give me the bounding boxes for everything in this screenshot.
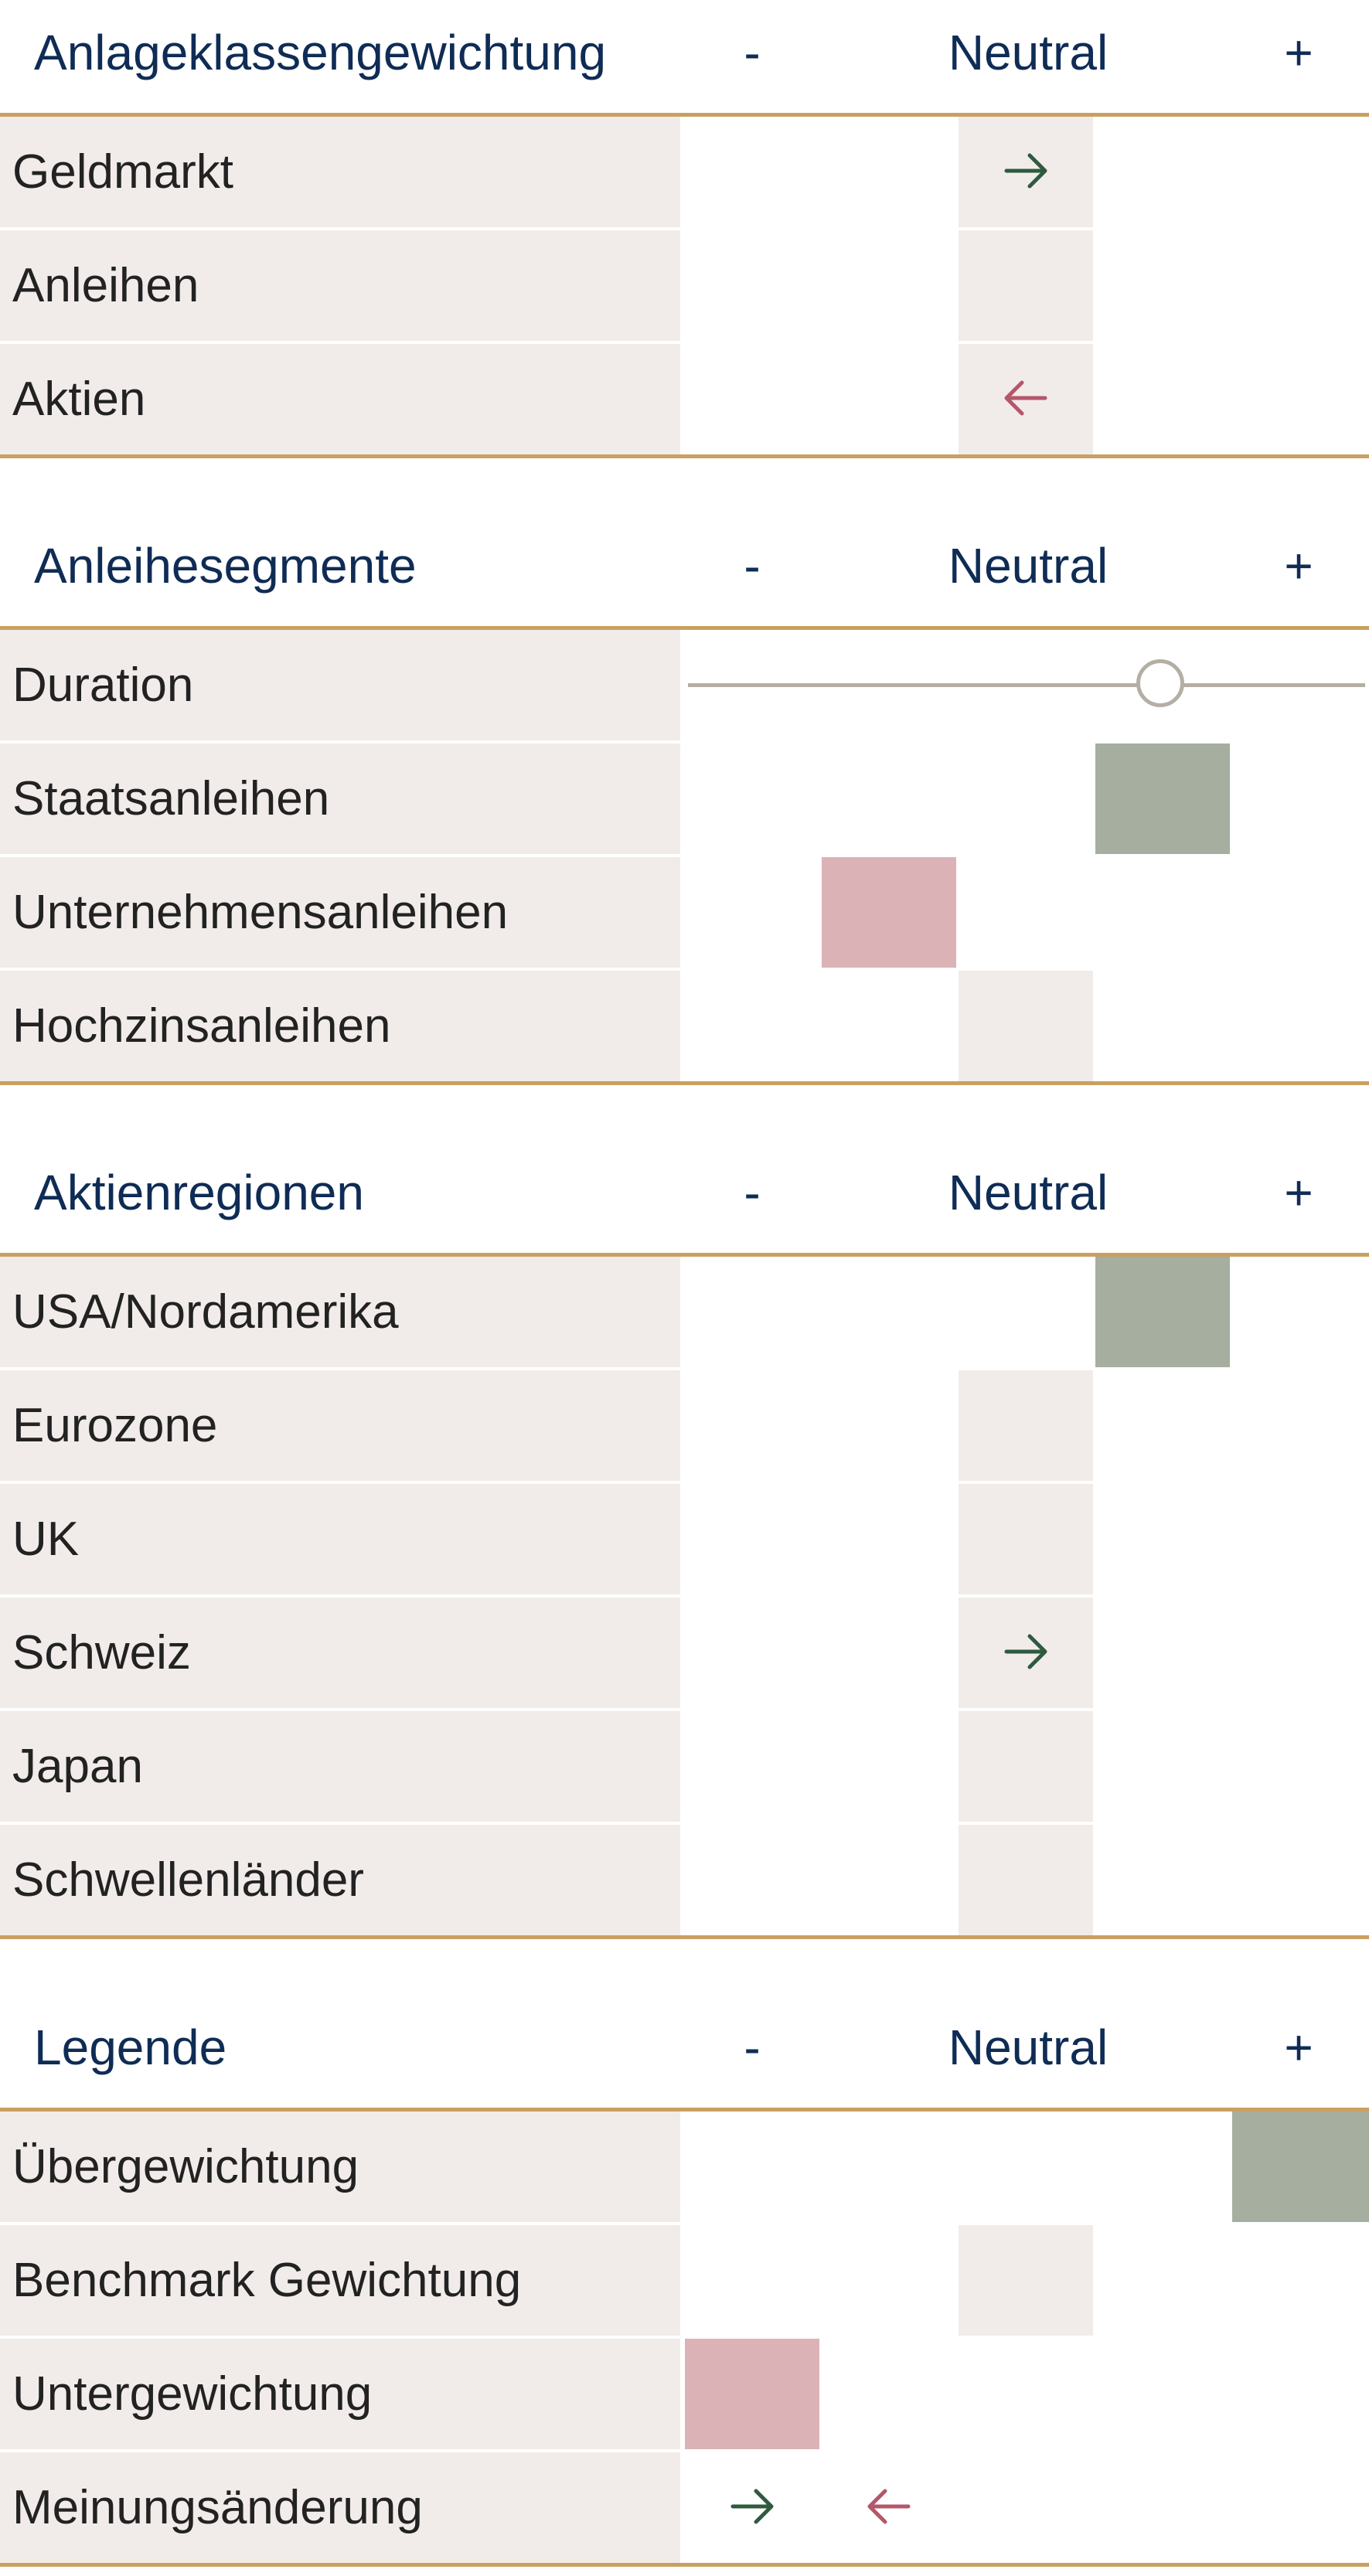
- table-row-duration: Duration: [0, 630, 1369, 744]
- row-label: Schwellenländer: [0, 1825, 680, 1935]
- section-title: Anlageklassengewichtung: [34, 25, 607, 80]
- divider: [0, 2563, 1369, 2567]
- section-title: Legende: [34, 2020, 227, 2075]
- table-row-aktien: Aktien: [0, 344, 1369, 458]
- minus-column-label: -: [744, 538, 761, 594]
- neutral-cell: [959, 971, 1093, 1081]
- table-row-schwellenlaender: Schwellenländer: [0, 1825, 1369, 1938]
- row-label: UK: [0, 1484, 680, 1594]
- section-title: Anleihesegmente: [34, 538, 417, 594]
- table-row-anleihen: Anleihen: [0, 230, 1369, 344]
- divider: [0, 626, 1369, 630]
- arrow-left-icon: [867, 2489, 911, 2524]
- table-row-meinungsaenderung: Meinungsänderung: [0, 2452, 1369, 2566]
- section-header: Anleihesegmente - Neutral +: [0, 513, 1369, 626]
- neutral-cell: [959, 1598, 1093, 1708]
- row-label: Aktien: [0, 344, 680, 454]
- underweight-cell: [822, 857, 956, 968]
- neutral-legend-cell: [959, 2225, 1093, 2336]
- neutral-cell: [959, 1825, 1093, 1935]
- divider: [0, 1935, 1369, 1939]
- table-row-schweiz: Schweiz: [0, 1598, 1369, 1711]
- overweight-cell: [1095, 1257, 1230, 1367]
- table-row-benchmark: Benchmark Gewichtung: [0, 2225, 1369, 2339]
- table-row-uebergewichtung: Übergewichtung: [0, 2112, 1369, 2225]
- table-row-eurozone: Eurozone: [0, 1370, 1369, 1484]
- row-label: Staatsanleihen: [0, 744, 680, 854]
- row-label: Unternehmensanleihen: [0, 857, 680, 968]
- arrow-legend-cell: [685, 2452, 819, 2563]
- divider: [0, 113, 1369, 117]
- neutral-cell: [959, 1370, 1093, 1481]
- minus-column-label: -: [744, 2020, 761, 2075]
- overweight-cell: [1095, 744, 1230, 854]
- arrow-right-icon: [730, 2489, 774, 2524]
- duration-slider-knob: [1136, 659, 1184, 707]
- table-row-staatsanleihen: Staatsanleihen: [0, 744, 1369, 857]
- row-label: Meinungsänderung: [0, 2452, 680, 2563]
- arrow-right-icon: [1004, 153, 1047, 189]
- row-label: Schweiz: [0, 1598, 680, 1708]
- neutral-cell: [959, 1484, 1093, 1594]
- row-label: Geldmarkt: [0, 117, 680, 227]
- neutral-column-label: Neutral: [948, 2020, 1108, 2075]
- section-title: Aktienregionen: [34, 1165, 364, 1220]
- row-label: Übergewichtung: [0, 2112, 680, 2222]
- overweight-legend-cell: [1232, 2112, 1369, 2222]
- neutral-column-label: Neutral: [948, 25, 1108, 80]
- row-label: Anleihen: [0, 230, 680, 341]
- arrow-legend-cell: [822, 2452, 956, 2563]
- row-label: USA/Nordamerika: [0, 1257, 680, 1367]
- section-header: Legende - Neutral +: [0, 1995, 1369, 2108]
- table-row-japan: Japan: [0, 1711, 1369, 1825]
- neutral-cell: [959, 1711, 1093, 1822]
- plus-column-label: +: [1284, 1165, 1313, 1220]
- minus-column-label: -: [744, 1165, 761, 1220]
- neutral-column-label: Neutral: [948, 1165, 1108, 1220]
- arrow-right-icon: [1004, 1634, 1047, 1669]
- table-row-uk: UK: [0, 1484, 1369, 1598]
- duration-slider-track: [688, 683, 1365, 687]
- divider: [0, 1253, 1369, 1257]
- neutral-cell: [959, 230, 1093, 341]
- divider: [0, 1081, 1369, 1085]
- plus-column-label: +: [1284, 538, 1313, 594]
- divider: [0, 2108, 1369, 2112]
- row-label: Eurozone: [0, 1370, 680, 1481]
- row-label: Benchmark Gewichtung: [0, 2225, 680, 2336]
- row-label: Hochzinsanleihen: [0, 971, 680, 1081]
- neutral-cell: [959, 344, 1093, 454]
- divider: [0, 454, 1369, 458]
- table-row-geldmarkt: Geldmarkt: [0, 117, 1369, 230]
- section-header: Aktienregionen - Neutral +: [0, 1140, 1369, 1253]
- arrow-left-icon: [1004, 380, 1047, 416]
- row-label: Untergewichtung: [0, 2339, 680, 2449]
- plus-column-label: +: [1284, 25, 1313, 80]
- table-row-usa: USA/Nordamerika: [0, 1257, 1369, 1370]
- plus-column-label: +: [1284, 2020, 1313, 2075]
- row-label: Duration: [0, 630, 680, 740]
- table-row-unternehmensanleihen: Unternehmensanleihen: [0, 857, 1369, 971]
- row-label: Japan: [0, 1711, 680, 1822]
- table-row-untergewichtung: Untergewichtung: [0, 2339, 1369, 2452]
- minus-column-label: -: [744, 25, 761, 80]
- section-header: Anlageklassengewichtung - Neutral +: [0, 0, 1369, 113]
- table-row-hochzinsanleihen: Hochzinsanleihen: [0, 971, 1369, 1084]
- neutral-cell: [959, 117, 1093, 227]
- underweight-legend-cell: [685, 2339, 819, 2449]
- neutral-column-label: Neutral: [948, 538, 1108, 594]
